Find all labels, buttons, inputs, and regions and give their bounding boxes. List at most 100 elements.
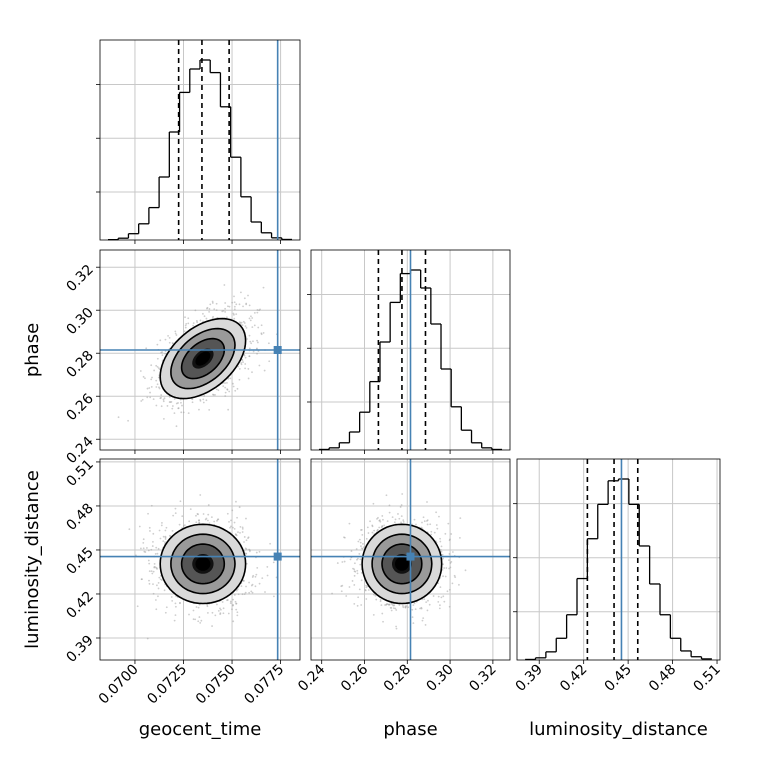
sample-point <box>212 394 215 396</box>
sample-point <box>164 611 167 614</box>
sample-point <box>428 603 431 606</box>
sample-point <box>358 553 361 555</box>
sample-point <box>197 620 200 623</box>
sample-point <box>219 612 222 614</box>
sample-point <box>421 521 423 524</box>
sample-point <box>213 520 216 523</box>
sample-point <box>262 286 265 289</box>
sample-point <box>371 524 374 527</box>
sample-point <box>228 520 230 523</box>
sample-point <box>231 509 234 512</box>
sample-point <box>127 419 129 422</box>
sample-point <box>411 608 414 611</box>
sample-point <box>194 309 197 312</box>
sample-point <box>175 334 178 336</box>
sample-point <box>184 324 187 327</box>
sample-point <box>184 316 186 319</box>
sample-point <box>146 637 149 640</box>
sample-point <box>393 604 396 607</box>
sample-point <box>353 562 356 565</box>
sample-point <box>154 599 157 601</box>
sample-point <box>180 411 183 414</box>
sample-point <box>381 525 384 528</box>
contour-line <box>170 533 236 595</box>
sample-point <box>205 517 208 520</box>
sample-point <box>420 607 423 610</box>
sample-point <box>145 547 148 549</box>
hist-geocent_time-frame <box>99 39 301 241</box>
sample-point <box>217 389 220 392</box>
sample-point <box>362 543 364 545</box>
sample-point <box>379 600 382 603</box>
sample-point <box>200 619 203 622</box>
sample-point <box>199 494 202 496</box>
sample-point <box>255 551 258 554</box>
sample-point <box>191 401 194 404</box>
sample-point <box>256 347 258 350</box>
sample-point <box>174 332 177 335</box>
sample-point <box>238 506 241 509</box>
sample-point <box>166 405 169 407</box>
sample-point <box>242 320 245 323</box>
sample-point <box>148 387 151 389</box>
sample-point <box>150 386 153 388</box>
sample-point <box>165 526 168 529</box>
sample-point <box>245 303 248 306</box>
sample-point <box>202 401 205 404</box>
density-core <box>195 351 211 366</box>
sample-point <box>215 388 218 391</box>
sample-point <box>162 398 165 401</box>
sample-point <box>148 570 151 573</box>
sample-point <box>233 295 235 298</box>
sample-point <box>250 590 253 593</box>
sample-point <box>174 330 177 333</box>
sample-point <box>202 513 205 515</box>
sample-point <box>372 613 375 616</box>
sample-point <box>196 321 199 324</box>
sample-point <box>214 393 216 396</box>
sample-point <box>183 524 186 526</box>
sample-point <box>217 609 220 612</box>
sample-point <box>444 575 447 578</box>
sample-point <box>395 627 398 630</box>
sample-point <box>155 546 158 549</box>
sample-point <box>247 536 250 539</box>
sample-point <box>267 342 270 345</box>
sample-point <box>232 526 234 529</box>
sample-point <box>162 400 165 403</box>
sample-point <box>236 588 239 591</box>
sample-point <box>238 378 241 381</box>
sample-point <box>361 547 364 550</box>
sample-point <box>399 506 402 508</box>
sample-point <box>202 312 204 315</box>
sample-point <box>449 566 452 569</box>
sample-point <box>394 607 397 610</box>
sample-point <box>255 573 258 576</box>
sample-point <box>246 338 248 340</box>
sample-point <box>253 324 256 327</box>
sample-point <box>233 308 236 311</box>
sample-point <box>353 574 356 577</box>
sample-point <box>128 528 131 531</box>
sample-point <box>360 604 363 606</box>
sample-point <box>175 402 178 405</box>
sample-point <box>398 604 401 606</box>
sample-point <box>142 547 145 550</box>
sample-point <box>244 591 247 594</box>
scatter-phase-luminosity_distance <box>311 459 510 660</box>
sample-point <box>245 327 248 329</box>
sample-point <box>388 603 391 606</box>
sample-point <box>453 574 456 577</box>
sample-point <box>208 310 211 313</box>
sample-point <box>203 315 206 318</box>
sample-point <box>235 608 238 611</box>
sample-point <box>358 588 361 591</box>
sample-point <box>341 561 344 563</box>
sample-point <box>159 397 162 400</box>
sample-point <box>242 361 244 363</box>
sample-point <box>248 334 251 337</box>
sample-point <box>179 602 181 605</box>
sample-point <box>258 364 261 367</box>
sample-point <box>263 369 266 372</box>
sample-point <box>181 515 184 518</box>
